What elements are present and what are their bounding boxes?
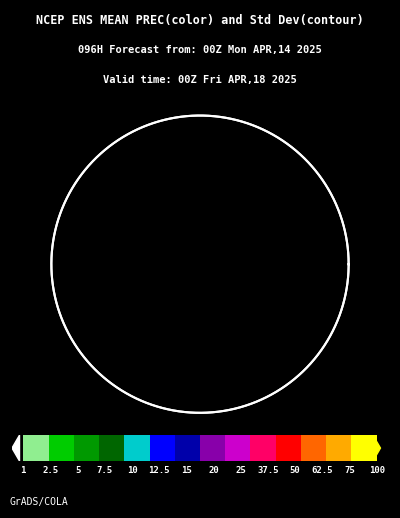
FancyBboxPatch shape xyxy=(124,435,150,461)
FancyBboxPatch shape xyxy=(48,435,74,461)
Text: 37.5: 37.5 xyxy=(257,466,279,475)
FancyBboxPatch shape xyxy=(326,435,352,461)
Text: 1: 1 xyxy=(20,466,26,475)
FancyBboxPatch shape xyxy=(99,435,124,461)
Text: 25: 25 xyxy=(236,466,246,475)
Text: Valid time: 00Z Fri APR,18 2025: Valid time: 00Z Fri APR,18 2025 xyxy=(103,75,297,84)
Text: 100: 100 xyxy=(369,466,385,475)
Polygon shape xyxy=(212,338,244,376)
FancyBboxPatch shape xyxy=(74,435,99,461)
FancyBboxPatch shape xyxy=(175,435,200,461)
Polygon shape xyxy=(149,212,252,316)
Text: 096H Forecast from: 00Z Mon APR,14 2025: 096H Forecast from: 00Z Mon APR,14 2025 xyxy=(78,45,322,55)
Text: 15: 15 xyxy=(181,466,192,475)
Polygon shape xyxy=(156,190,208,220)
Polygon shape xyxy=(12,435,20,461)
FancyBboxPatch shape xyxy=(250,435,276,461)
Polygon shape xyxy=(208,153,312,220)
FancyBboxPatch shape xyxy=(276,435,301,461)
Text: 2.5: 2.5 xyxy=(42,466,58,475)
Polygon shape xyxy=(182,365,215,391)
Text: 50: 50 xyxy=(290,466,300,475)
FancyBboxPatch shape xyxy=(200,435,225,461)
FancyBboxPatch shape xyxy=(301,435,326,461)
Polygon shape xyxy=(289,235,334,279)
Text: 5: 5 xyxy=(75,466,80,475)
FancyBboxPatch shape xyxy=(225,435,250,461)
Polygon shape xyxy=(373,435,380,461)
Polygon shape xyxy=(93,338,129,376)
Polygon shape xyxy=(148,271,185,301)
FancyBboxPatch shape xyxy=(23,435,48,461)
Text: 7.5: 7.5 xyxy=(97,466,113,475)
Polygon shape xyxy=(282,301,319,346)
Circle shape xyxy=(51,116,349,413)
Text: 20: 20 xyxy=(208,466,219,475)
Text: NCEP ENS MEAN PREC(color) and Std Dev(contour): NCEP ENS MEAN PREC(color) and Std Dev(co… xyxy=(36,14,364,27)
FancyBboxPatch shape xyxy=(150,435,175,461)
Polygon shape xyxy=(66,160,148,235)
Polygon shape xyxy=(108,301,144,341)
Text: 75: 75 xyxy=(344,466,355,475)
Text: 10: 10 xyxy=(127,466,138,475)
Text: 12.5: 12.5 xyxy=(148,466,170,475)
Text: 62.5: 62.5 xyxy=(312,466,333,475)
Text: GrADS/COLA: GrADS/COLA xyxy=(10,497,69,508)
FancyBboxPatch shape xyxy=(352,435,377,461)
